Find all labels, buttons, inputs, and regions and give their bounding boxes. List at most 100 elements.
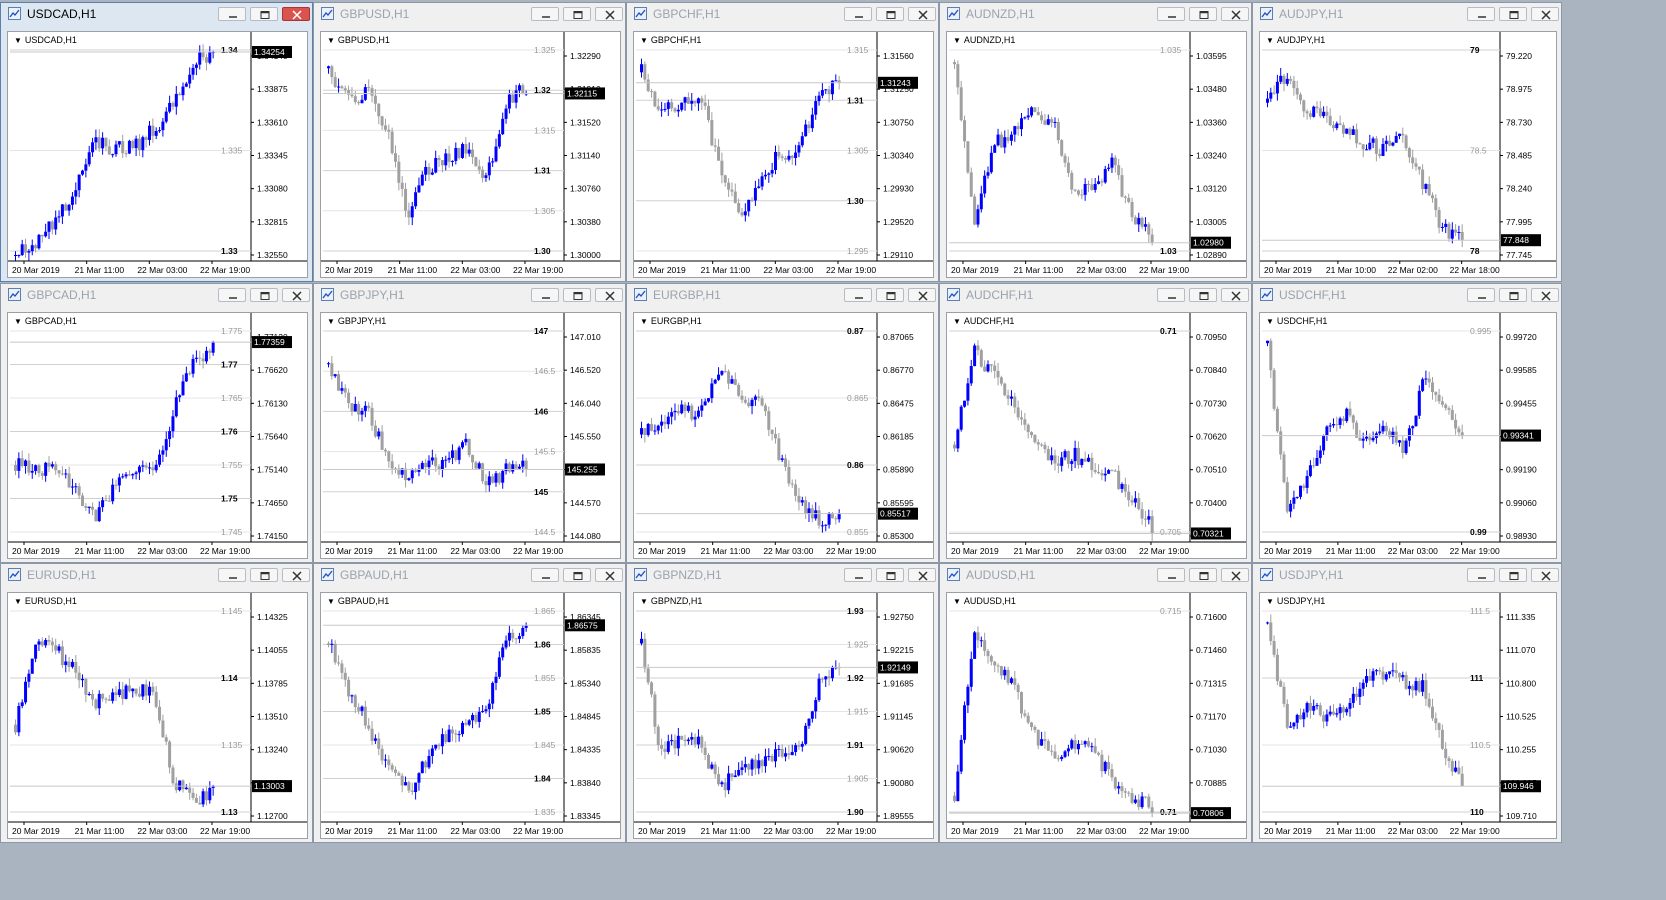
close-button[interactable] [908, 288, 936, 302]
window-title-bar[interactable]: AUDJPY,H1 [1253, 3, 1561, 25]
dropdown-triangle-icon[interactable]: ▼ [327, 317, 335, 326]
dropdown-triangle-icon[interactable]: ▼ [953, 317, 961, 326]
dropdown-triangle-icon[interactable]: ▼ [14, 317, 22, 326]
close-button[interactable] [282, 7, 310, 21]
maximize-button[interactable] [1499, 7, 1527, 21]
price-chart[interactable]: 79 78.5 78 79.220 78.975 78.730 78.485 78.240 77… [1260, 32, 1557, 278]
window-title-bar[interactable]: AUDNZD,H1 [940, 3, 1251, 25]
window-title-bar[interactable]: GBPJPY,H1 [314, 284, 625, 306]
dropdown-triangle-icon[interactable]: ▼ [327, 36, 335, 45]
minimize-button[interactable] [1157, 568, 1185, 582]
chart-area[interactable]: 111.5 111 110.5 110 111.335 111.070 110.800 110… [1259, 592, 1557, 839]
chart-window-audchf[interactable]: AUDCHF,H1 0.71 0.705 0.70950 0.70840 0.70730 0… [939, 283, 1252, 563]
chart-symbol-label[interactable]: ▼ GBPUSD,H1 [327, 35, 390, 45]
price-chart[interactable]: 1.7751.771.7651.761.7551.751.7451.771201… [8, 313, 308, 559]
minimize-button[interactable] [1157, 7, 1185, 21]
window-title-bar[interactable]: AUDUSD,H1 [940, 564, 1251, 586]
chart-symbol-label[interactable]: ▼ USDJPY,H1 [1266, 596, 1325, 606]
maximize-button[interactable] [250, 568, 278, 582]
dropdown-triangle-icon[interactable]: ▼ [953, 597, 961, 606]
minimize-button[interactable] [844, 568, 872, 582]
minimize-button[interactable] [844, 7, 872, 21]
close-button[interactable] [1531, 7, 1559, 21]
price-chart[interactable]: 147 146.5 146 145.5 145 144.5 147.010 146.520 14… [321, 313, 621, 559]
dropdown-triangle-icon[interactable]: ▼ [327, 597, 335, 606]
chart-symbol-label[interactable]: ▼ GBPJPY,H1 [327, 316, 386, 326]
dropdown-triangle-icon[interactable]: ▼ [14, 36, 22, 45]
chart-symbol-label[interactable]: ▼ EURUSD,H1 [14, 596, 77, 606]
chart-window-eurgbp[interactable]: EURGBP,H1 0.87 0.865 0.86 0.855 0.87065 0.8677… [626, 283, 939, 563]
window-title-bar[interactable]: GBPNZD,H1 [627, 564, 938, 586]
minimize-button[interactable] [1157, 288, 1185, 302]
chart-area[interactable]: 147 146.5 146 145.5 145 144.5 147.010 146.520 14… [320, 312, 621, 559]
close-button[interactable] [282, 288, 310, 302]
chart-area[interactable]: 0.9950.990.997200.995850.994550.993200.9… [1259, 312, 1557, 559]
chart-symbol-label[interactable]: ▼ GBPCAD,H1 [14, 316, 77, 326]
chart-symbol-label[interactable]: ▼ AUDCHF,H1 [953, 316, 1014, 326]
price-chart[interactable]: 1.341.3351.331.341401.338751.336101.3334… [8, 32, 308, 278]
chart-area[interactable]: 0.87 0.865 0.86 0.855 0.87065 0.86770 0.86475 0… [633, 312, 934, 559]
chart-window-eurusd[interactable]: EURUSD,H1 1.145 1.14 1.135 1.13 1.14325 1.1405… [0, 563, 313, 843]
chart-symbol-label[interactable]: ▼ USDCAD,H1 [14, 35, 77, 45]
window-title-bar[interactable]: GBPCHF,H1 [627, 3, 938, 25]
dropdown-triangle-icon[interactable]: ▼ [1266, 36, 1274, 45]
maximize-button[interactable] [1189, 288, 1217, 302]
close-button[interactable] [1221, 288, 1249, 302]
chart-area[interactable]: 0.71 0.705 0.70950 0.70840 0.70730 0.70620 0.7… [946, 312, 1247, 559]
price-chart[interactable]: 1.3151.311.3051.301.2951.315601.312501.3… [634, 32, 934, 278]
chart-symbol-label[interactable]: ▼ EURGBP,H1 [640, 316, 702, 326]
close-button[interactable] [1221, 7, 1249, 21]
chart-window-gbpaud[interactable]: GBPAUD,H1 1.865 1.86 1.855 1.85 1.845 1.84 1.83… [313, 563, 626, 843]
close-button[interactable] [1531, 288, 1559, 302]
maximize-button[interactable] [250, 7, 278, 21]
close-button[interactable] [595, 7, 623, 21]
maximize-button[interactable] [1499, 568, 1527, 582]
chart-area[interactable]: 1.7751.771.7651.761.7551.751.7451.771201… [7, 312, 308, 559]
minimize-button[interactable] [1467, 568, 1495, 582]
chart-area[interactable]: 1.145 1.14 1.135 1.13 1.14325 1.14055 1.13785 1… [7, 592, 308, 839]
chart-window-audusd[interactable]: AUDUSD,H1 0.715 0.71 0.71600 0.71460 0.71315 0… [939, 563, 1252, 843]
minimize-button[interactable] [218, 288, 246, 302]
minimize-button[interactable] [531, 568, 559, 582]
price-chart[interactable]: 0.71 0.705 0.70950 0.70840 0.70730 0.70620 0.7… [947, 313, 1247, 559]
maximize-button[interactable] [876, 7, 904, 21]
maximize-button[interactable] [1189, 7, 1217, 21]
chart-symbol-label[interactable]: ▼ AUDUSD,H1 [953, 596, 1016, 606]
price-chart[interactable]: 1.93 1.925 1.92 1.915 1.91 1.905 1.90 1.92750 1.… [634, 593, 934, 839]
dropdown-triangle-icon[interactable]: ▼ [640, 597, 648, 606]
chart-window-gbpcad[interactable]: GBPCAD,H1 1.775 1.77 1.765 1.76 1.755 1.75 1.74… [0, 283, 313, 563]
price-chart[interactable]: 0.87 0.865 0.86 0.855 0.87065 0.86770 0.86475 0… [634, 313, 934, 559]
window-title-bar[interactable]: USDJPY,H1 [1253, 564, 1561, 586]
chart-symbol-label[interactable]: ▼ GBPAUD,H1 [327, 596, 389, 606]
window-title-bar[interactable]: USDCAD,H1 [1, 3, 312, 25]
minimize-button[interactable] [844, 288, 872, 302]
minimize-button[interactable] [218, 7, 246, 21]
price-chart[interactable]: 1.3251.321.3151.311.3051.301.322901.3191… [321, 32, 621, 278]
chart-window-gbpnzd[interactable]: GBPNZD,H1 1.93 1.925 1.92 1.915 1.91 1.905 1.90… [626, 563, 939, 843]
chart-area[interactable]: 1.341.3351.331.341401.338751.336101.3334… [7, 31, 308, 278]
chart-area[interactable]: 1.035 1.03 1.03595 1.03480 1.03360 1.03240 1.0… [946, 31, 1247, 278]
chart-window-gbpusd[interactable]: GBPUSD,H1 1.325 1.32 1.315 1.31 1.305 1.30 1.32… [313, 2, 626, 282]
window-title-bar[interactable]: EURGBP,H1 [627, 284, 938, 306]
chart-area[interactable]: 1.3251.321.3151.311.3051.301.322901.3191… [320, 31, 621, 278]
chart-window-usdjpy[interactable]: USDJPY,H1 111.5 111 110.5 110 111.335 111.070 1… [1252, 563, 1562, 843]
chart-window-audjpy[interactable]: AUDJPY,H1 79 78.5 78 79.220 78.975 78.730 78.48… [1252, 2, 1562, 282]
price-chart[interactable]: 1.035 1.03 1.03595 1.03480 1.03360 1.03240 1.0… [947, 32, 1247, 278]
maximize-button[interactable] [876, 288, 904, 302]
dropdown-triangle-icon[interactable]: ▼ [640, 317, 648, 326]
chart-window-usdcad[interactable]: USDCAD,H1 1.341.3351.331.341401.338751.33… [0, 2, 313, 282]
close-button[interactable] [595, 568, 623, 582]
close-button[interactable] [1531, 568, 1559, 582]
chart-symbol-label[interactable]: ▼ AUDNZD,H1 [953, 35, 1015, 45]
chart-area[interactable]: 1.865 1.86 1.855 1.85 1.845 1.84 1.835 1.86345 1… [320, 592, 621, 839]
chart-area[interactable]: 0.715 0.71 0.71600 0.71460 0.71315 0.71170 0.7… [946, 592, 1247, 839]
close-button[interactable] [595, 288, 623, 302]
price-chart[interactable]: 0.9950.990.997200.995850.994550.993200.9… [1260, 313, 1557, 559]
dropdown-triangle-icon[interactable]: ▼ [14, 597, 22, 606]
close-button[interactable] [908, 568, 936, 582]
price-chart[interactable]: 1.145 1.14 1.135 1.13 1.14325 1.14055 1.13785 1… [8, 593, 308, 839]
maximize-button[interactable] [563, 7, 591, 21]
maximize-button[interactable] [876, 568, 904, 582]
maximize-button[interactable] [250, 288, 278, 302]
close-button[interactable] [282, 568, 310, 582]
